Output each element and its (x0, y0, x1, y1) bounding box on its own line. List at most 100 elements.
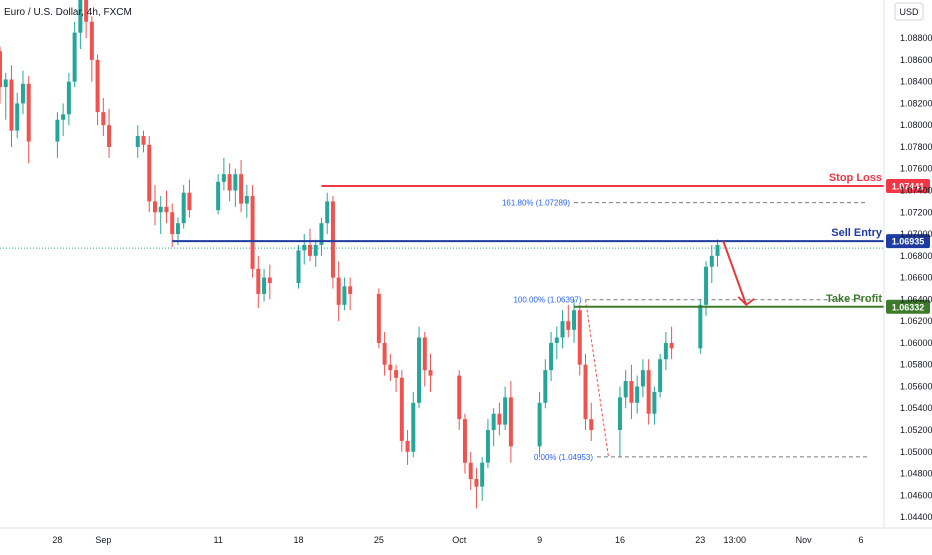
fib-label-1: 100.00% (1.06397) (513, 296, 581, 305)
candle-body-61 (480, 462, 485, 487)
sell-entry-badge (886, 234, 930, 249)
candle-body-86 (669, 342, 674, 349)
candle-body-62 (485, 430, 490, 463)
fib-levels: 161.80% (1.07289) 100.00% (1.06397) 0.00% … (502, 199, 868, 462)
candle-body-1 (0, 51, 2, 88)
candle-body-3 (9, 79, 14, 131)
candle-body-37 (296, 250, 301, 284)
candle-body-72 (566, 321, 571, 330)
candle-body-2 (3, 79, 8, 88)
candle-body-10 (72, 32, 77, 82)
y-tick-3: 1.08200 (900, 98, 932, 108)
candle-body-35 (262, 277, 267, 294)
arrow-head (737, 296, 755, 307)
candle-body-14 (95, 59, 100, 113)
stop-loss-label: Stop Loss (829, 172, 882, 184)
candle-body-44 (336, 277, 341, 305)
candle-body-76 (589, 419, 594, 431)
candle-body-69 (549, 342, 554, 371)
candle-body-32 (244, 195, 249, 204)
chart-title: Euro / U.S. Dollar, 4h, FXCM (4, 7, 132, 18)
y-tick-16: 1.05600 (900, 381, 932, 391)
candle-body-11 (78, 0, 83, 33)
x-tick-11: 6 (859, 535, 864, 545)
candle-body-74 (577, 310, 582, 365)
trade-levels: Stop Loss 1.07441 Sell Entry 1.06935 Take Pr… (172, 172, 930, 314)
candle-body-38 (302, 244, 307, 251)
candle-body-7 (55, 119, 60, 142)
projection-arrow (722, 240, 755, 307)
candle-body-39 (307, 244, 312, 256)
candle-body-33 (250, 195, 255, 269)
y-tick-13: 1.06200 (900, 316, 932, 326)
y-tick-19: 1.05000 (900, 447, 932, 457)
y-tick-4: 1.08000 (900, 120, 932, 130)
candle-body-18 (141, 136, 146, 145)
x-tick-10: Nov (796, 535, 813, 545)
candle-body-53 (411, 402, 416, 452)
candle-body-80 (635, 386, 640, 403)
candle-body-88 (704, 266, 709, 305)
candle-body-87 (698, 304, 703, 349)
candle-body-56 (428, 370, 433, 376)
candle-body-24 (175, 223, 180, 235)
candle-body-77 (617, 397, 622, 431)
candle-body-63 (491, 413, 496, 431)
y-tick-18: 1.05200 (900, 425, 932, 435)
candle-body-31 (239, 174, 244, 204)
y-tick-6: 1.07600 (900, 164, 932, 174)
currency-button[interactable] (894, 2, 924, 21)
candle-body-30 (233, 174, 238, 191)
y-tick-22: 1.04400 (900, 512, 932, 522)
y-tick-14: 1.06000 (900, 338, 932, 348)
time-axis: 28 Sep 11 18 25 Oct 9 16 23 13:00 Nov 6 (0, 527, 932, 545)
y-tick-7: 1.07400 (900, 186, 932, 196)
y-tick-20: 1.04800 (900, 469, 932, 479)
x-tick-0: 28 (52, 535, 62, 545)
arrow-shaft (722, 240, 748, 306)
x-tick-3: 18 (293, 535, 303, 545)
candle-body-89 (709, 255, 714, 267)
candle-body-68 (543, 370, 548, 403)
candle-body-55 (422, 337, 427, 371)
candle-body-66 (508, 397, 513, 447)
candle-body-47 (376, 293, 381, 343)
candle-body-26 (187, 192, 192, 211)
candle-body-79 (629, 381, 634, 403)
candle-body-58 (462, 419, 467, 463)
sell-entry-label: Sell Entry (831, 227, 883, 239)
stop-loss-badge (886, 179, 930, 194)
x-tick-2: 11 (213, 535, 222, 545)
candle-body-36 (267, 277, 272, 284)
candle-body-54 (417, 337, 422, 403)
y-tick-2: 1.08400 (900, 77, 932, 87)
candle-body-42 (325, 201, 330, 224)
y-tick-9: 1.07000 (900, 229, 932, 239)
candle-body-4 (15, 103, 20, 131)
take-profit-label: Take Profit (826, 293, 882, 305)
y-tick-17: 1.05400 (900, 403, 932, 413)
fib-label-2: 0.00% (1.04953) (534, 453, 593, 462)
candle-body-83 (652, 391, 657, 414)
take-profit-badge (886, 299, 930, 314)
y-tick-1: 1.08600 (900, 55, 932, 65)
candle-body-51 (399, 377, 404, 441)
stop-loss-badge-text: 1.07441 (892, 182, 925, 192)
candle-body-21 (158, 206, 163, 213)
candle-body-20 (152, 201, 157, 213)
sell-entry-badge-text: 1.06935 (892, 237, 925, 247)
y-tick-21: 1.04600 (900, 490, 932, 500)
candle-body-59 (468, 462, 473, 480)
x-tick-8: 23 (695, 535, 705, 545)
fib-connector-line (585, 299, 609, 457)
candle-body-71 (560, 321, 565, 338)
candle-body-34 (256, 268, 261, 294)
price-axis: 1.08800 1.08600 1.08400 1.08200 1.08000 1.078… (883, 0, 932, 528)
y-tick-8: 1.07200 (900, 207, 932, 217)
candle-body-45 (342, 286, 347, 305)
candle-body-75 (583, 364, 588, 420)
candle-body-5 (20, 83, 25, 104)
